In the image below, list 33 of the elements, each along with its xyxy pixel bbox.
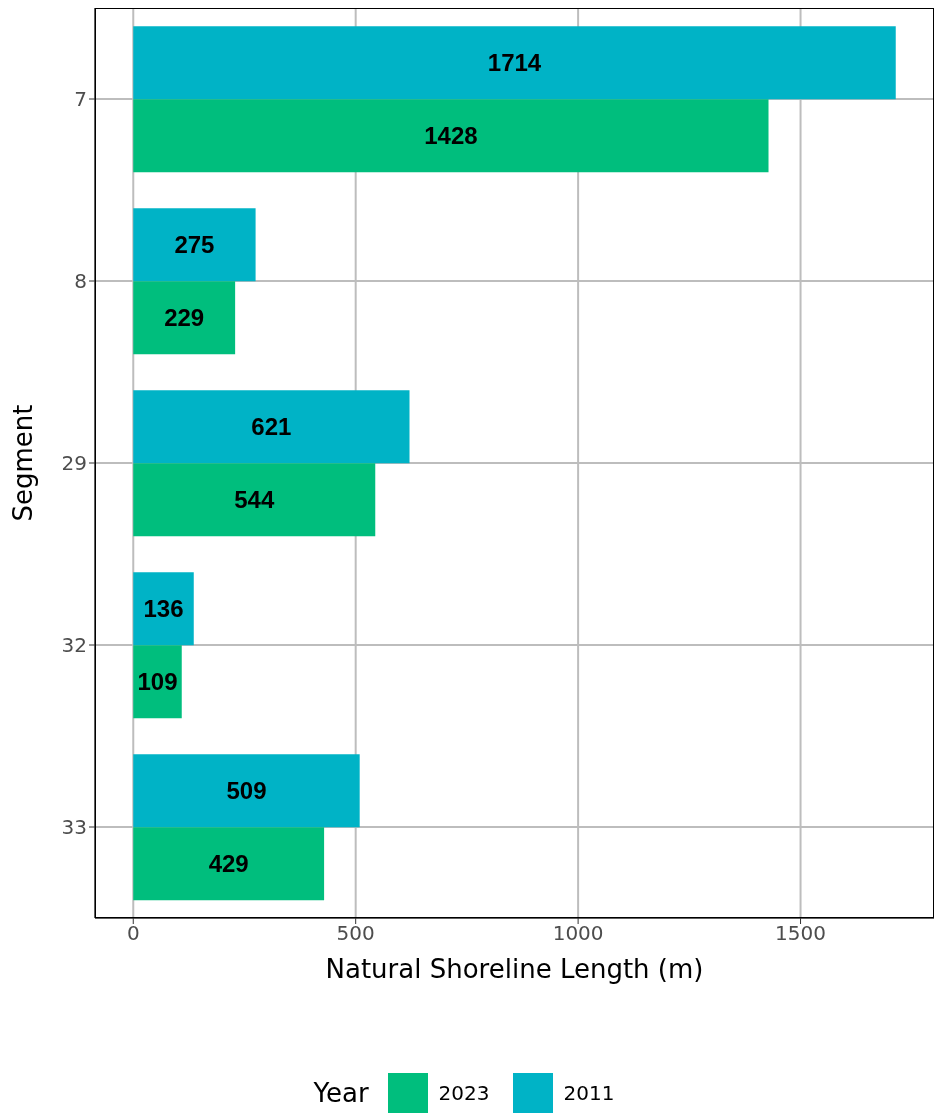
data-label: 509 (226, 777, 267, 805)
y-tick-label: 7 (74, 87, 87, 112)
bar (133, 208, 256, 282)
legend-label: 2023 (438, 1081, 490, 1105)
data-label: 1428 (424, 122, 478, 150)
y-tick-label: 29 (61, 451, 87, 476)
y-tick-label: 8 (74, 269, 87, 294)
legend-label: 2011 (563, 1081, 615, 1105)
data-label: 621 (251, 413, 292, 441)
bar (133, 281, 236, 355)
legend-title: Year (313, 1078, 369, 1108)
data-label: 544 (234, 486, 275, 514)
y-axis-title: Segment (8, 404, 39, 522)
data-label: 1714 (487, 49, 542, 77)
bar (133, 754, 360, 828)
x-tick-label: 1000 (552, 921, 604, 946)
data-label: 136 (143, 595, 184, 623)
x-tick-label: 1500 (775, 921, 826, 946)
data-label: 229 (164, 304, 205, 332)
data-label: 429 (208, 850, 249, 878)
bar (133, 99, 769, 173)
bar (133, 463, 376, 537)
bar (133, 26, 896, 100)
y-tick-label: 32 (61, 633, 87, 658)
y-tick-label: 33 (61, 815, 87, 840)
data-label: 275 (174, 231, 215, 259)
bar (133, 390, 410, 464)
data-label: 109 (137, 668, 178, 696)
x-tick-label: 500 (336, 921, 375, 946)
bar (133, 572, 194, 646)
x-axis-title: Natural Shoreline Length (m) (325, 954, 704, 985)
bar (133, 827, 325, 901)
x-tick-label: 0 (126, 921, 140, 946)
